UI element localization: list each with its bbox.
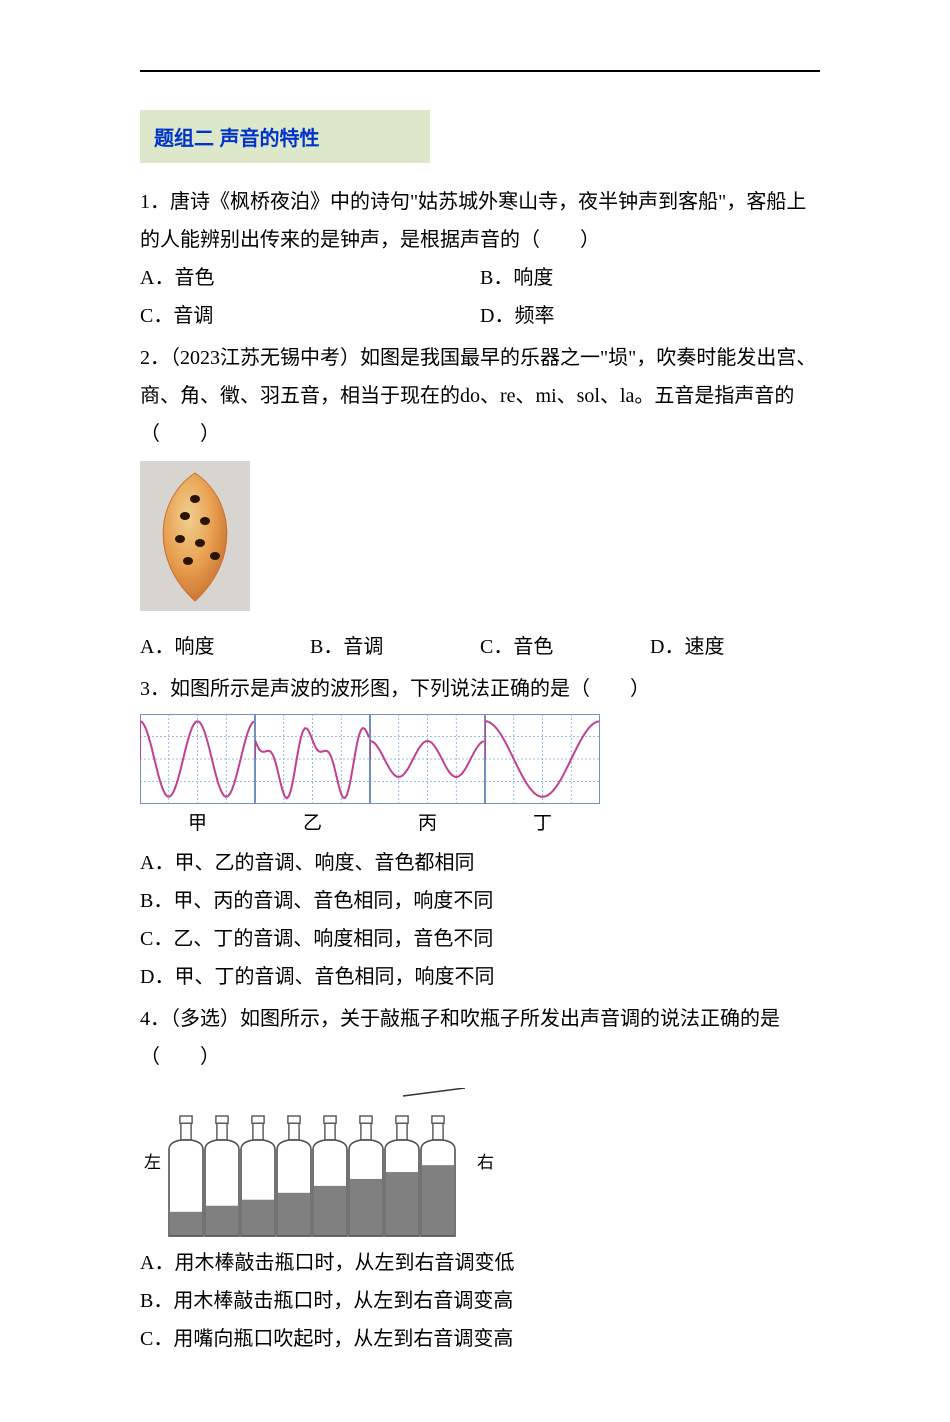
q1-stem: 1．唐诗《枫桥夜泊》中的诗句"姑苏城外寒山寺，夜半钟声到客船"，客船上的人能辨别…	[140, 183, 820, 259]
q1-optB: B．响度	[480, 259, 820, 297]
page-top-rule	[140, 70, 820, 72]
q4-stem: 4．（多选）如图所示，关于敲瓶子和吹瓶子所发出声音调的说法正确的是（ ）	[140, 1000, 820, 1076]
q3-stem: 3．如图所示是声波的波形图，下列说法正确的是（ ）	[140, 670, 820, 708]
waveform-乙: 乙	[255, 714, 370, 842]
waveform-label: 乙	[303, 806, 322, 842]
left-label: 左	[144, 1147, 161, 1179]
q1-options-row2: C．音调 D．频率	[140, 297, 820, 335]
q2-options: A．响度 B．音调 C．音色 D．速度	[140, 628, 820, 666]
q2-optC: C．音色	[480, 628, 650, 666]
content-area: 1．唐诗《枫桥夜泊》中的诗句"姑苏城外寒山寺，夜半钟声到客船"，客船上的人能辨别…	[140, 183, 820, 1358]
bottles-image	[165, 1088, 473, 1238]
waveform-丙: 丙	[370, 714, 485, 842]
question-1: 1．唐诗《枫桥夜泊》中的诗句"姑苏城外寒山寺，夜半钟声到客船"，客船上的人能辨别…	[140, 183, 820, 335]
q3-optA: A．甲、乙的音调、响度、音色都相同	[140, 844, 820, 882]
ocarina-image	[140, 461, 250, 611]
question-4: 4．（多选）如图所示，关于敲瓶子和吹瓶子所发出声音调的说法正确的是（ ） 左 右…	[140, 1000, 820, 1358]
q4-optC: C．用嘴向瓶口吹起时，从左到右音调变高	[140, 1320, 820, 1358]
q1-optD: D．频率	[480, 297, 820, 335]
q1-options-row1: A．音色 B．响度	[140, 259, 820, 297]
waveform-丁: 丁	[485, 714, 600, 842]
waveform-label: 甲	[188, 806, 207, 842]
q2-optD: D．速度	[650, 628, 820, 666]
question-3: 3．如图所示是声波的波形图，下列说法正确的是（ ） 甲 乙 丙 丁 A．甲、乙的音调、…	[140, 670, 820, 996]
q4-optA: A．用木棒敲击瓶口时，从左到右音调变低	[140, 1244, 820, 1282]
waveform-甲: 甲	[140, 714, 255, 842]
bottles-figure: 左 右	[140, 1088, 820, 1238]
q2-optA: A．响度	[140, 628, 310, 666]
right-label: 右	[477, 1147, 494, 1179]
q3-optD: D．甲、丁的音调、音色相同，响度不同	[140, 958, 820, 996]
section-title: 题组二 声音的特性	[154, 128, 320, 150]
waveform-label: 丁	[533, 806, 552, 842]
waveform-figures: 甲乙丙丁	[140, 714, 820, 842]
q1-optC: C．音调	[140, 297, 480, 335]
q3-optB: B．甲、丙的音调、音色相同，响度不同	[140, 882, 820, 920]
question-2: 2．（2023江苏无锡中考）如图是我国最早的乐器之一"埙"，吹奏时能发出宫、商、…	[140, 339, 820, 666]
ocarina-figure	[140, 461, 820, 624]
section-header: 题组二 声音的特性	[140, 110, 430, 163]
q2-stem: 2．（2023江苏无锡中考）如图是我国最早的乐器之一"埙"，吹奏时能发出宫、商、…	[140, 339, 820, 453]
q1-optA: A．音色	[140, 259, 480, 297]
q4-optB: B．用木棒敲击瓶口时，从左到右音调变高	[140, 1282, 820, 1320]
q3-optC: C．乙、丁的音调、响度相同，音色不同	[140, 920, 820, 958]
waveform-label: 丙	[418, 806, 437, 842]
q2-optB: B．音调	[310, 628, 480, 666]
